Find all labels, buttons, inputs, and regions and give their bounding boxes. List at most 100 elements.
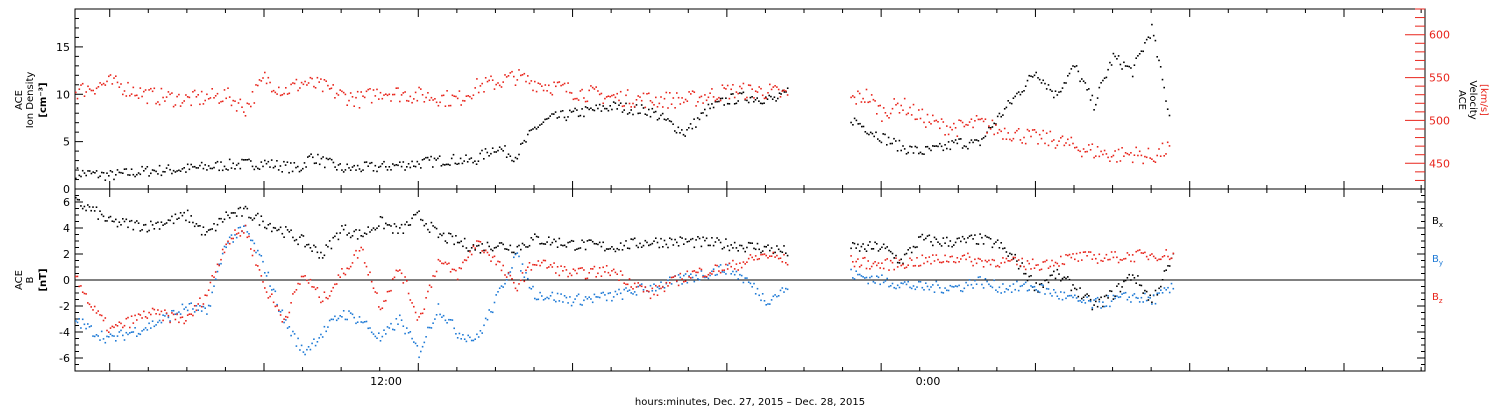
data-point-by (164, 315, 166, 317)
data-point-bx (307, 243, 310, 246)
data-point-by (879, 283, 881, 286)
data-point-velocity (167, 91, 170, 93)
data-point-bz (136, 319, 138, 321)
data-point-bx (129, 220, 131, 223)
data-point-bz (939, 261, 941, 264)
data-point-velocity (562, 83, 564, 86)
data-point-by (1112, 294, 1115, 297)
data-point-velocity (378, 98, 380, 100)
data-point-bx (609, 247, 611, 250)
data-point-by (623, 288, 625, 291)
data-point-velocity (595, 86, 597, 88)
data-point-velocity (704, 94, 706, 96)
data-point-bz (399, 269, 401, 271)
data-point-ion-density (1010, 102, 1013, 105)
data-point-ion-density (721, 97, 724, 100)
data-point-ion-density (725, 97, 727, 99)
data-point-velocity (781, 90, 784, 92)
data-point-bz (1149, 254, 1151, 256)
data-point-ion-density (1109, 61, 1111, 64)
data-point-bz (1112, 256, 1115, 259)
data-point-ion-density (481, 149, 483, 152)
data-point-velocity (1068, 144, 1071, 146)
data-point-bx (905, 252, 908, 255)
data-point-bz (753, 259, 755, 261)
data-point-bx (714, 241, 717, 243)
data-point-bx (518, 244, 520, 247)
data-point-ion-density (465, 154, 467, 156)
data-point-ion-density (660, 114, 662, 117)
data-point-velocity (1154, 161, 1157, 163)
data-point-bx (437, 236, 440, 239)
data-point-velocity (1107, 156, 1109, 159)
data-point-bx (1165, 269, 1167, 271)
data-point-bz (542, 259, 545, 262)
data-point-bx (1028, 275, 1030, 278)
data-point-velocity (663, 97, 666, 100)
data-point-ion-density (1151, 23, 1153, 26)
data-point-ion-density (404, 169, 406, 171)
data-point-bx (1109, 290, 1111, 292)
data-point-bz (514, 287, 517, 290)
data-point-bz (949, 256, 952, 258)
data-point-bz (695, 271, 697, 274)
data-point-bx (295, 238, 298, 241)
data-point-velocity (646, 93, 648, 95)
data-point-bx (257, 212, 259, 215)
data-point-ion-density (630, 109, 632, 111)
data-point-velocity (721, 84, 724, 86)
data-point-bx (579, 247, 582, 249)
data-point-bx (644, 239, 647, 242)
data-point-bz (565, 269, 568, 271)
data-point-ion-density (878, 140, 881, 142)
data-point-by (905, 283, 908, 286)
axis-ticks (75, 8, 1425, 371)
data-point-velocity (1100, 150, 1102, 153)
data-point-velocity (570, 92, 573, 94)
data-point-bz (363, 262, 366, 264)
data-point-velocity (1152, 160, 1155, 162)
data-point-ion-density (300, 169, 302, 172)
data-point-ion-density (975, 139, 978, 141)
data-point-velocity (1145, 156, 1148, 159)
data-point-bz (760, 253, 762, 256)
data-point-by (318, 337, 320, 339)
data-point-bz (965, 258, 967, 261)
data-point-ion-density (1084, 82, 1087, 84)
data-point-bx (369, 231, 371, 233)
data-point-by (293, 333, 296, 335)
data-point-ion-density (507, 153, 510, 155)
data-point-bx (122, 218, 124, 220)
data-point-ion-density (151, 169, 154, 171)
data-point-by (1075, 297, 1078, 299)
data-point-ion-density (1137, 55, 1139, 57)
data-point-velocity (1003, 127, 1006, 130)
data-point-by (858, 273, 861, 276)
data-point-by (285, 319, 287, 321)
data-point-bx (246, 207, 249, 210)
data-point-bx (448, 232, 450, 235)
y-tick-label-bottom: 2 (63, 248, 70, 261)
data-point-bz (646, 290, 648, 292)
data-point-bz (434, 275, 436, 278)
data-point-bx (444, 240, 447, 242)
data-point-by (993, 279, 995, 282)
data-point-ion-density (1070, 68, 1073, 70)
data-point-ion-density (493, 151, 496, 153)
data-point-ion-density (693, 118, 695, 120)
data-point-bx (679, 236, 682, 238)
data-point-bz (541, 261, 543, 264)
data-point-bz (193, 305, 196, 307)
data-point-ion-density (358, 168, 361, 170)
y-tick-label-bottom: 0 (63, 274, 70, 287)
data-point-by (528, 286, 531, 289)
data-point-ion-density (989, 127, 992, 129)
data-point-by (658, 287, 661, 290)
legend-bz: Bz (1432, 292, 1443, 305)
data-point-by (567, 302, 569, 304)
svg-text:[nT]: [nT] (38, 268, 49, 291)
data-point-bx (1116, 285, 1118, 287)
data-point-bx (400, 223, 403, 226)
data-point-by (181, 303, 184, 306)
data-point-velocity (348, 99, 350, 102)
